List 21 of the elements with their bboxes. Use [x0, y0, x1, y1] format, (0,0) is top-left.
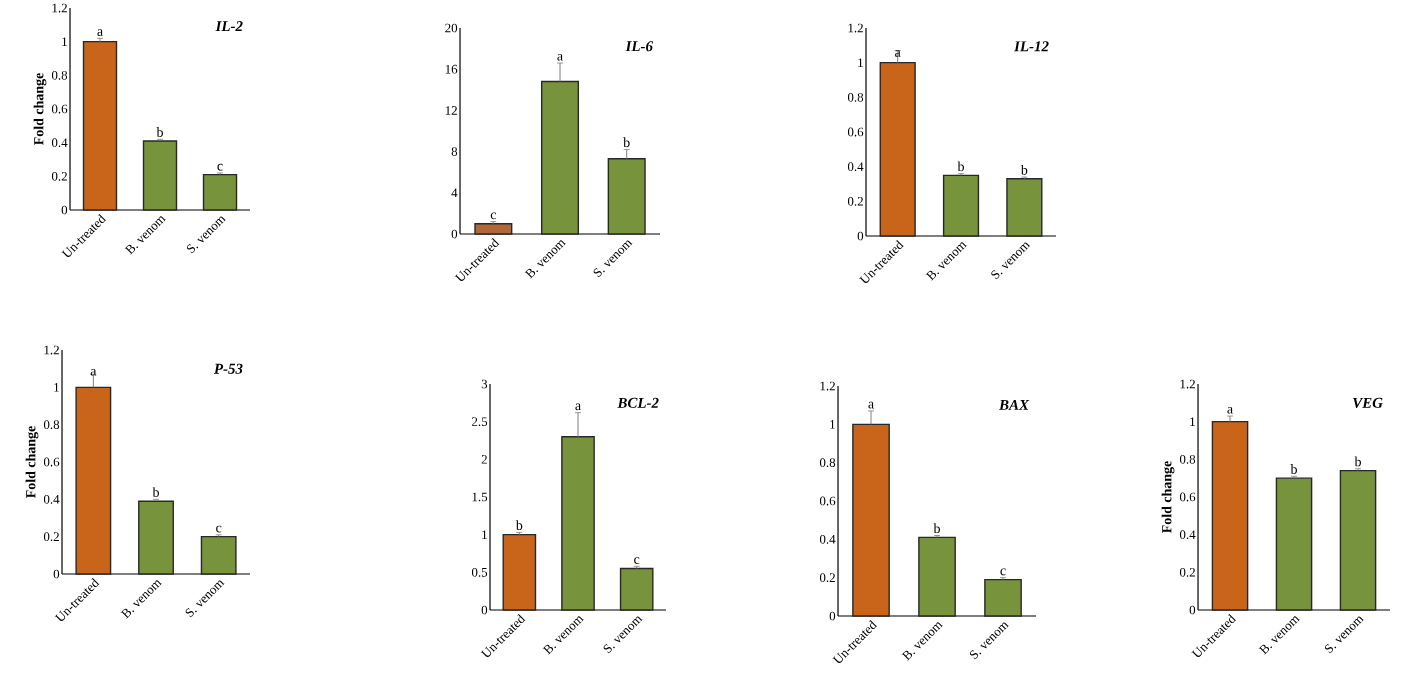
bar: [1211, 420, 1249, 611]
bar: [984, 578, 1022, 617]
bar: [200, 535, 237, 575]
bar: [942, 174, 980, 237]
bar: [75, 386, 112, 575]
bar: [1006, 178, 1043, 237]
bar: [502, 533, 537, 611]
bar: [82, 40, 118, 211]
bar: [142, 140, 178, 211]
bar: [1275, 477, 1313, 611]
bar: [138, 500, 174, 575]
bar: [474, 223, 513, 235]
bar: [202, 173, 238, 211]
bar: [879, 61, 916, 237]
bar: [1339, 469, 1377, 611]
bar: [918, 536, 956, 617]
bar: [561, 436, 595, 611]
bar: [619, 567, 654, 611]
bar: [607, 158, 646, 235]
bar: [852, 423, 890, 617]
bar: [540, 80, 580, 235]
